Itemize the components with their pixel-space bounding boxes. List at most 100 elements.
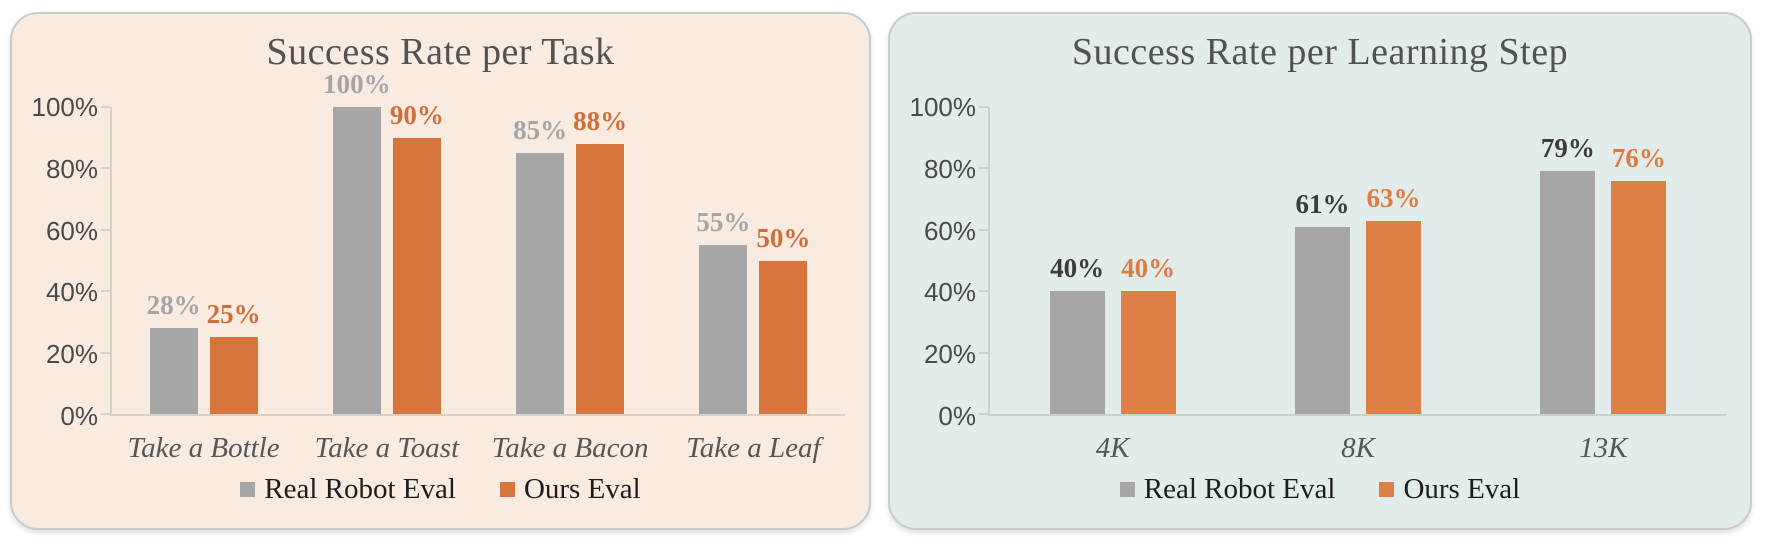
x-axis-category-label: 13K xyxy=(1579,432,1628,464)
legend-item: Ours Eval xyxy=(499,473,641,506)
bar-group: 55% 50% Take a Leaf xyxy=(662,107,845,463)
chart-panel-success-rate-per-task: Success Rate per Task 0% 20% 40% 60% 80% 100%… xyxy=(10,12,871,530)
legend: Real Robot Eval Ours Eval xyxy=(890,473,1750,506)
y-axis-tick xyxy=(979,106,988,108)
bar xyxy=(1365,220,1421,414)
bar-value-label: 88% xyxy=(573,105,628,136)
y-axis-labels: 0% 20% 40% 60% 80% 100% xyxy=(890,94,988,429)
bar xyxy=(332,107,381,414)
y-axis-tick-label: 100% xyxy=(909,92,977,122)
bar-group: 28% 25% Take a Bottle xyxy=(112,107,295,463)
y-axis-tick-label: 100% xyxy=(31,92,99,122)
bar-value-label: 76% xyxy=(1611,142,1666,173)
legend-item: Real Robot Eval xyxy=(240,473,456,506)
bar-group: 40% 40% 4K xyxy=(990,107,1235,463)
legend-item: Ours Eval xyxy=(1379,473,1520,506)
legend: Real Robot Eval Ours Eval xyxy=(12,473,869,506)
y-axis-tick-label: 0% xyxy=(938,401,976,431)
bar-group: 79% 76% 13K xyxy=(1481,107,1726,463)
bar-value-label: 55% xyxy=(696,207,751,238)
y-axis-tick-label: 80% xyxy=(923,153,976,184)
legend-marker xyxy=(240,482,256,497)
bar-slot: 25% xyxy=(206,107,261,414)
bar-slot: 76% xyxy=(1611,107,1667,414)
bar-slot: 55% xyxy=(696,107,751,414)
bar-slot: 90% xyxy=(390,101,444,414)
bar-value-label: 85% xyxy=(513,115,568,146)
bar-value-label: 63% xyxy=(1366,182,1421,213)
y-axis-tick-label: 20% xyxy=(923,339,976,370)
y-axis-tick-label: 40% xyxy=(923,277,976,308)
y-axis-tick xyxy=(979,228,988,231)
bar-value-label: 79% xyxy=(1540,133,1595,164)
legend-marker xyxy=(499,482,515,497)
plot-area: 28% 25% Take a Bottle 100% 90% Take a Toast 85… xyxy=(101,71,845,463)
legend-series-label: Real Robot Eval xyxy=(1143,473,1336,505)
y-axis-tick xyxy=(101,351,110,354)
x-axis-category-label: Take a Bacon xyxy=(491,432,649,464)
bar-value-label: 40% xyxy=(1050,253,1105,284)
y-axis-tick xyxy=(979,413,988,415)
bar-slot: 79% xyxy=(1540,107,1596,414)
bar xyxy=(209,337,258,414)
y-axis-tick xyxy=(101,167,110,170)
y-axis-tick xyxy=(101,228,110,231)
plot-area: 40% 40% 4K 61% 63% 8K 79% 76% 13K xyxy=(979,106,1726,463)
bar-slot: 61% xyxy=(1294,107,1350,414)
legend-series-label: Ours Eval xyxy=(1403,473,1521,505)
bar-value-label: 61% xyxy=(1295,188,1350,219)
bar xyxy=(759,260,808,414)
bar xyxy=(149,328,198,414)
legend-series-label: Real Robot Eval xyxy=(264,473,456,505)
bar-value-label: 50% xyxy=(756,222,811,253)
legend-item: Real Robot Eval xyxy=(1119,473,1336,506)
y-axis-tick-label: 60% xyxy=(923,215,976,246)
x-axis-category-label: Take a Leaf xyxy=(686,432,821,464)
y-axis-tick xyxy=(101,413,110,415)
bar-slot: 63% xyxy=(1365,107,1421,414)
x-axis-category-label: 8K xyxy=(1341,432,1375,464)
bar-value-label: 90% xyxy=(389,99,444,130)
bar-slot: 40% xyxy=(1049,107,1105,414)
bar-slot: 100% xyxy=(323,71,391,414)
bar-group: 61% 63% 8K xyxy=(1235,107,1480,463)
bar xyxy=(1049,291,1105,414)
legend-series-label: Ours Eval xyxy=(523,473,641,505)
bar xyxy=(699,245,748,414)
y-axis-tick-label: 20% xyxy=(45,339,98,370)
y-axis-tick xyxy=(979,167,988,170)
y-axis-tick-label: 80% xyxy=(45,153,98,184)
plot-wrap: 0% 20% 40% 60% 80% 100% 40% 40% 4K 61% 63% 8K 79% 76… xyxy=(890,94,1726,463)
bar-slot: 28% xyxy=(146,107,201,414)
y-axis-tick xyxy=(101,290,110,293)
y-axis-tick-label: 60% xyxy=(45,215,98,246)
bar xyxy=(1611,180,1667,414)
bar-slot: 40% xyxy=(1120,107,1176,414)
bar xyxy=(1120,291,1176,414)
bar-value-label: 28% xyxy=(146,290,201,321)
legend-marker xyxy=(1119,482,1135,497)
bar-slot: 85% xyxy=(513,107,568,414)
bar-slot: 88% xyxy=(573,105,628,414)
bar-value-label: 25% xyxy=(206,299,261,330)
y-axis-tick xyxy=(979,351,988,354)
chart-panel-success-rate-per-learning-step: Success Rate per Learning Step 0% 20% 40% 6… xyxy=(888,12,1752,530)
y-axis-tick xyxy=(101,106,110,108)
chart-title: Success Rate per Task xyxy=(266,31,615,73)
bar xyxy=(1294,226,1350,414)
bar-group: 85% 88% Take a Bacon xyxy=(479,105,662,462)
bar-value-label: 40% xyxy=(1121,253,1176,284)
bar-slot: 50% xyxy=(756,107,811,414)
plot-wrap: 0% 20% 40% 60% 80% 100% 28% 25% Take a Bottle 10… xyxy=(12,71,845,463)
bar xyxy=(392,137,441,414)
chart-title: Success Rate per Learning Step xyxy=(1071,31,1569,73)
x-axis-category-label: 4K xyxy=(1095,432,1130,464)
bar xyxy=(1540,171,1596,414)
y-axis-tick-label: 0% xyxy=(60,401,98,431)
bar-value-label: 100% xyxy=(323,69,391,99)
y-axis-tick xyxy=(979,290,988,293)
y-axis-labels: 0% 20% 40% 60% 80% 100% xyxy=(12,94,110,429)
bar-group: 100% 90% Take a Toast xyxy=(295,71,478,463)
x-axis-category-label: Take a Bottle xyxy=(127,432,280,464)
x-axis-category-label: Take a Toast xyxy=(314,432,460,464)
